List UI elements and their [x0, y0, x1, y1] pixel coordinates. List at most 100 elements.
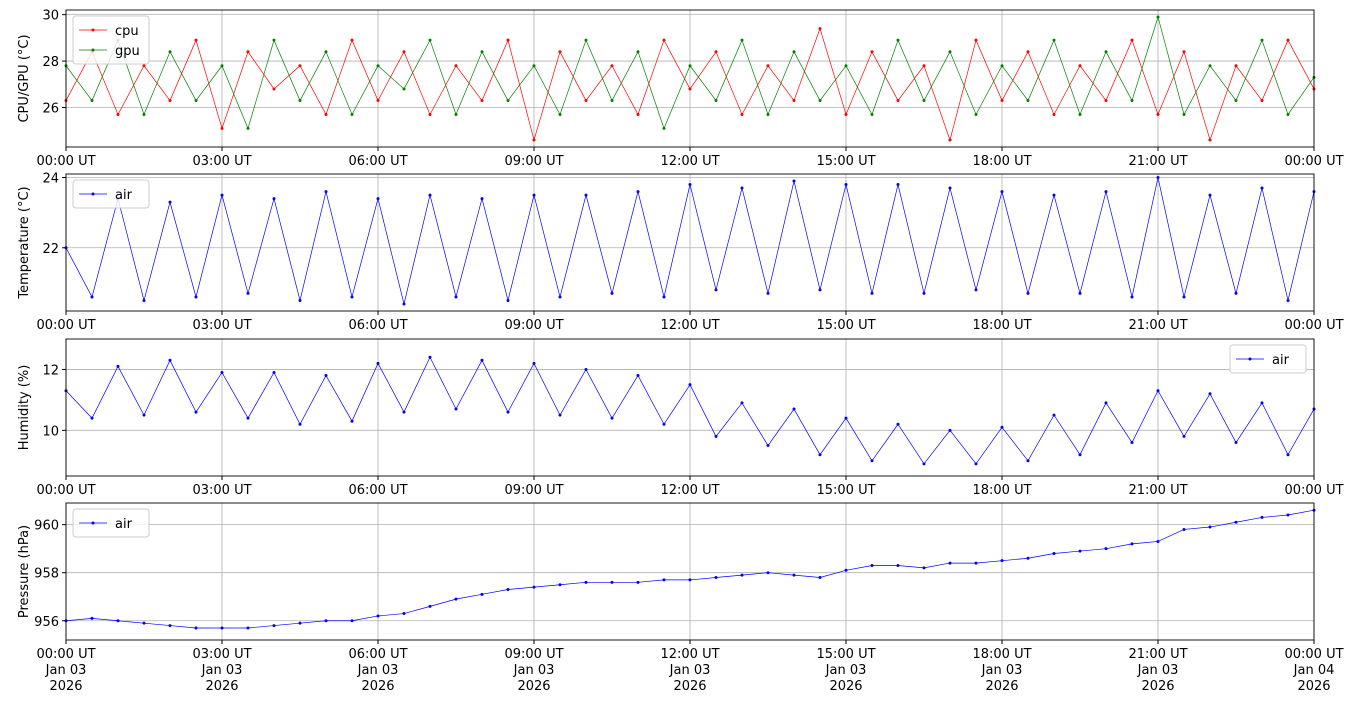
data-point	[1208, 193, 1212, 197]
data-point	[402, 410, 406, 414]
data-point	[116, 619, 120, 623]
data-point	[558, 295, 562, 299]
legend-marker	[91, 192, 95, 196]
x-tick-label: 00:00 UT	[36, 154, 95, 169]
data-point	[246, 291, 250, 295]
data-point	[246, 50, 250, 54]
data-point	[688, 64, 692, 68]
data-point	[740, 186, 744, 190]
data-point	[480, 358, 484, 362]
data-point	[1078, 453, 1082, 457]
data-point	[1052, 112, 1056, 116]
data-point	[896, 183, 900, 187]
data-point	[1052, 551, 1056, 555]
subplot: 00:00 UT 03:00 UT 06:00 UT 09:00 UT 12:00 UT…	[17, 9, 1344, 169]
subplot: 00:00 UT 03:00 UT 06:00 UT 09:00 UT 12:00 UT…	[17, 338, 1344, 498]
data-point	[870, 291, 874, 295]
x-tick-label: 21:00 UT	[1128, 318, 1187, 333]
data-point	[636, 50, 640, 54]
data-point	[1078, 64, 1082, 68]
data-point	[870, 459, 874, 463]
x-tick-label: 00:00 UT	[36, 483, 95, 498]
data-point	[948, 561, 952, 565]
data-point	[298, 99, 302, 103]
data-point	[636, 580, 640, 584]
data-point	[90, 616, 94, 620]
data-point	[974, 462, 978, 466]
data-point	[272, 38, 276, 42]
data-point	[324, 374, 328, 378]
data-point	[584, 38, 588, 42]
data-point	[90, 416, 94, 420]
data-point	[818, 27, 822, 31]
data-point	[1000, 425, 1004, 429]
data-point	[350, 619, 354, 623]
data-point	[610, 580, 614, 584]
data-point	[1234, 520, 1238, 524]
data-point	[1234, 291, 1238, 295]
data-point	[376, 361, 380, 365]
x-tick-label: 12:00 UT	[660, 483, 719, 498]
legend-label: air	[115, 188, 133, 203]
data-point	[480, 99, 484, 103]
data-point	[974, 38, 978, 42]
legend-box	[72, 508, 150, 538]
data-point	[688, 183, 692, 187]
data-point	[792, 179, 796, 183]
x-tick-label: 03:00 UT	[192, 483, 251, 498]
data-point	[1234, 441, 1238, 445]
data-point	[974, 561, 978, 565]
x-tick-label: 00:00 UT Jan 04 2026	[1284, 647, 1343, 694]
data-point	[350, 112, 354, 116]
data-point	[454, 112, 458, 116]
data-point	[1260, 401, 1264, 405]
data-point	[818, 576, 822, 580]
data-point	[506, 410, 510, 414]
x-tick-label: 18:00 UT	[972, 154, 1031, 169]
data-point	[948, 50, 952, 54]
data-point	[168, 50, 172, 54]
data-point	[1078, 549, 1082, 553]
x-tick-label: 06:00 UT	[348, 154, 407, 169]
data-point	[1182, 295, 1186, 299]
data-point	[298, 64, 302, 68]
x-tick-label: 03:00 UT Jan 03 2026	[192, 647, 251, 694]
x-tick-label: 12:00 UT	[660, 318, 719, 333]
data-point	[558, 583, 562, 587]
data-point	[1104, 99, 1108, 103]
data-point	[1000, 64, 1004, 68]
data-point	[1130, 99, 1134, 103]
data-point	[1104, 50, 1108, 54]
data-point	[1234, 64, 1238, 68]
data-point	[376, 614, 380, 618]
data-point	[454, 407, 458, 411]
data-point	[766, 64, 770, 68]
x-tick-label: 00:00 UT Jan 03 2026	[36, 647, 95, 694]
data-point	[584, 193, 588, 197]
data-point	[558, 112, 562, 116]
data-point	[246, 626, 250, 630]
data-point	[506, 99, 510, 103]
x-tick-label: 09:00 UT	[504, 318, 563, 333]
data-point	[402, 87, 406, 91]
data-point	[610, 99, 614, 103]
data-point	[90, 99, 94, 103]
y-tick-label: 956	[34, 615, 59, 630]
data-point	[142, 413, 146, 417]
data-point	[1208, 64, 1212, 68]
data-point	[1260, 38, 1264, 42]
data-point	[142, 64, 146, 68]
data-point	[1000, 190, 1004, 194]
data-point	[324, 112, 328, 116]
data-point	[350, 419, 354, 423]
data-point	[480, 592, 484, 596]
data-point	[610, 291, 614, 295]
data-point	[922, 99, 926, 103]
x-tick-label: 00:00 UT	[36, 318, 95, 333]
data-point	[532, 361, 536, 365]
data-point	[298, 621, 302, 625]
data-point	[428, 38, 432, 42]
data-point	[194, 38, 198, 42]
x-tick-label: 03:00 UT	[192, 154, 251, 169]
data-point	[194, 626, 198, 630]
